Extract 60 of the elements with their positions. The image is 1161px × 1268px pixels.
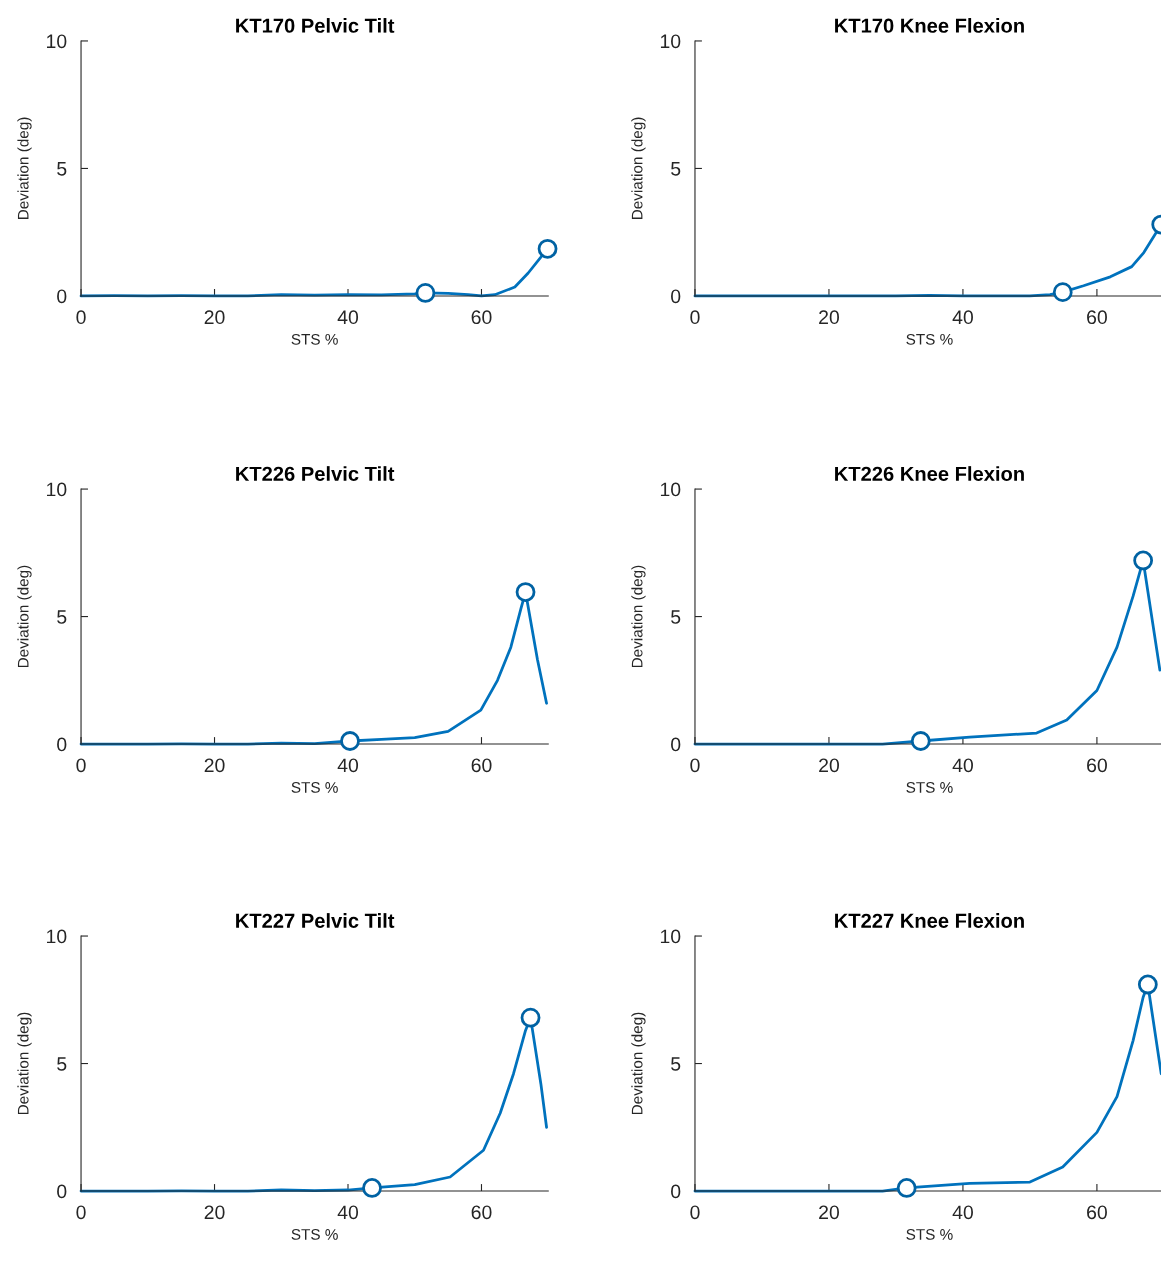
x-tick-label: 20 — [204, 758, 225, 773]
x-tick-label: 20 — [204, 310, 225, 325]
y-tick-label: 0 — [671, 289, 681, 304]
x-tick-label: 60 — [471, 1205, 492, 1220]
x-tick-label: 60 — [471, 758, 492, 773]
y-tick-label: 10 — [47, 929, 67, 944]
x-tick-label: 60 — [1087, 1205, 1107, 1220]
x-tick-label: 40 — [337, 758, 359, 773]
y-tick-label: 0 — [57, 1184, 67, 1199]
x-tick-label: 0 — [76, 310, 86, 325]
y-tick-label: 10 — [47, 482, 67, 497]
y-tick-label: 5 — [671, 610, 681, 624]
x-tick-label: 60 — [1087, 758, 1107, 773]
y-tick-label: 10 — [660, 34, 681, 49]
chart-title: KT226 Knee Flexion — [835, 466, 1024, 481]
x-axis-title: STS % — [906, 1229, 953, 1240]
x-tick-label: 40 — [952, 1205, 973, 1220]
chart-title: KT170 Knee Flexion — [835, 18, 1024, 33]
y-tick-label: 0 — [57, 737, 67, 752]
y-axis-title: Deviation (deg) — [631, 1012, 646, 1115]
y-axis-title: Deviation (deg) — [17, 117, 32, 219]
x-tick-label: 0 — [76, 1205, 86, 1220]
x-tick-label: 20 — [819, 310, 840, 325]
chart-title: KT170 Pelvic Tilt — [236, 18, 395, 33]
x-tick-label: 40 — [337, 1205, 359, 1220]
y-tick-label: 5 — [57, 1057, 67, 1071]
y-tick-label: 10 — [660, 929, 681, 944]
y-axis-title: Deviation (deg) — [17, 565, 32, 668]
x-tick-label: 0 — [690, 758, 700, 773]
chart-title: KT226 Pelvic Tilt — [236, 466, 395, 481]
x-tick-label: 40 — [952, 310, 973, 325]
x-tick-label: 0 — [76, 758, 86, 773]
y-axis-title: Deviation (deg) — [631, 565, 646, 668]
y-axis-title: Deviation (deg) — [17, 1012, 32, 1115]
x-tick-label: 0 — [690, 1205, 700, 1220]
x-axis-title: STS % — [291, 782, 338, 793]
x-tick-label: 20 — [819, 758, 840, 773]
x-axis-title: STS % — [906, 333, 953, 345]
x-tick-label: 20 — [819, 1205, 840, 1220]
x-tick-label: 60 — [471, 310, 492, 325]
x-tick-label: 40 — [952, 758, 973, 773]
chart-title: KT227 Knee Flexion — [835, 913, 1024, 928]
chart-title: KT227 Pelvic Tilt — [236, 913, 395, 928]
y-axis-title: Deviation (deg) — [631, 117, 646, 219]
x-axis-title: STS % — [291, 333, 338, 345]
x-tick-label: 40 — [337, 310, 359, 325]
y-tick-label: 5 — [57, 610, 67, 624]
x-axis-title: STS % — [291, 1229, 338, 1240]
y-tick-label: 10 — [47, 34, 67, 49]
x-tick-label: 20 — [204, 1205, 225, 1220]
y-tick-label: 10 — [660, 482, 681, 497]
x-axis-title: STS % — [906, 782, 953, 793]
y-tick-label: 5 — [671, 162, 681, 176]
x-tick-label: 0 — [690, 310, 700, 325]
y-tick-label: 5 — [671, 1057, 681, 1071]
y-tick-label: 5 — [57, 162, 67, 176]
y-tick-label: 0 — [57, 289, 67, 304]
x-tick-label: 60 — [1087, 310, 1107, 325]
y-tick-label: 0 — [671, 737, 681, 752]
y-tick-label: 0 — [671, 1184, 681, 1199]
